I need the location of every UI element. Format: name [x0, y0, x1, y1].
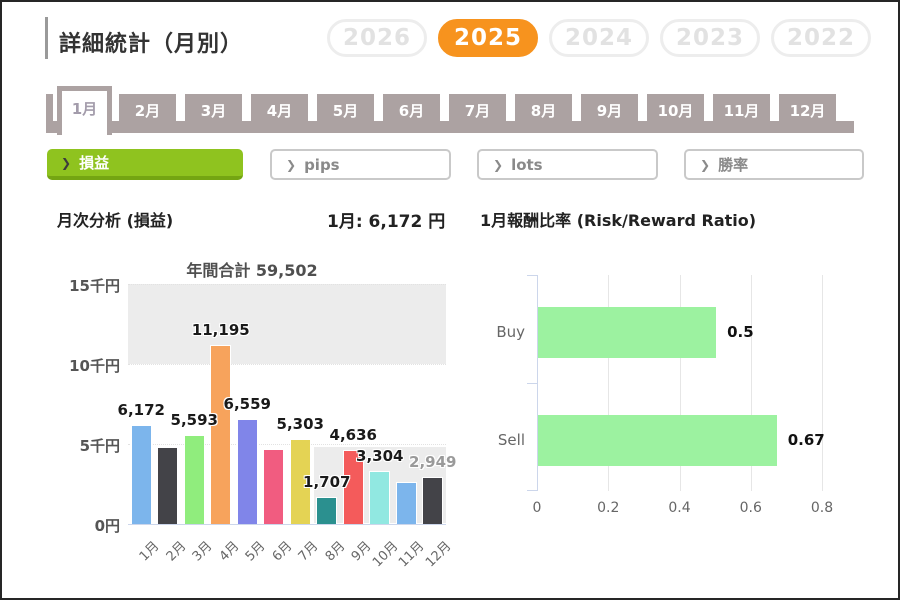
column-bar-month-10[interactable]	[369, 471, 391, 524]
axis-tick	[527, 383, 537, 384]
month-tab-5[interactable]: 5月	[317, 94, 374, 128]
month-tab-7[interactable]: 7月	[449, 94, 506, 128]
month-tab-8[interactable]: 8月	[515, 94, 572, 128]
gridline	[128, 284, 446, 285]
data-label: 4,636	[329, 425, 377, 444]
x-tick-label: 12月	[422, 538, 455, 571]
data-label: 0.5	[727, 323, 754, 341]
year-pill-2022[interactable]: 2022	[771, 19, 871, 57]
year-pill-2026[interactable]: 2026	[327, 19, 427, 57]
plot-band-upper	[128, 284, 446, 364]
column-bar-month-11[interactable]	[395, 482, 417, 524]
filter-label: pips	[304, 155, 340, 174]
column-bar-month-8[interactable]	[316, 496, 338, 524]
y-tick-label: 15千円	[69, 277, 120, 295]
x-tick-label: 8月	[322, 538, 349, 565]
filter-button-pips[interactable]: ❯ pips	[270, 149, 451, 180]
gridline	[750, 275, 752, 491]
chevron-right-icon: ❯	[61, 155, 72, 170]
axis-tick	[527, 275, 537, 276]
month-tab-10[interactable]: 10月	[647, 94, 704, 128]
column-bar-month-4[interactable]	[210, 344, 232, 524]
data-label: 5,303	[276, 415, 324, 434]
data-label: 3,304	[356, 447, 404, 466]
data-label: 1,707	[303, 472, 351, 491]
hbar-sell[interactable]	[538, 414, 777, 466]
x-tick-label: 0.4	[668, 500, 691, 516]
year-pill-2025[interactable]: 2025	[438, 19, 538, 57]
filter-label: lots	[511, 155, 543, 174]
left-chart-heading: 月次分析 (損益)	[57, 211, 174, 230]
year-pill-2024[interactable]: 2024	[549, 19, 649, 57]
x-axis-line	[128, 524, 446, 525]
x-tick-label: 0.8	[810, 500, 834, 516]
right-chart-y-axis-line	[537, 275, 538, 491]
x-tick-label: 4月	[216, 538, 243, 565]
data-label: 6,559	[223, 395, 271, 414]
year-selector: 2026 2025 2024 2023 2022	[327, 19, 871, 57]
month-tab-3[interactable]: 3月	[185, 94, 242, 128]
x-tick-label: 2月	[163, 538, 190, 565]
chevron-right-icon: ❯	[700, 157, 711, 172]
risk-reward-bar-chart: 0 0.2 0.4 0.6 0.8 0.5 Buy 0.67 Sell	[496, 275, 859, 516]
y-tick-label: 10千円	[69, 357, 120, 375]
column-bar-month-7[interactable]	[289, 439, 311, 524]
filter-button-lots[interactable]: ❯ lots	[477, 149, 658, 180]
column-bar-month-5[interactable]	[236, 419, 258, 524]
gridline	[128, 444, 446, 445]
data-label: 0.67	[787, 431, 825, 449]
tab-left-edge	[46, 94, 53, 133]
column-bar-month-12[interactable]	[422, 476, 444, 524]
gridline	[128, 364, 446, 365]
category-label-buy: Buy	[496, 323, 525, 341]
column-bar-month-2[interactable]	[157, 446, 179, 524]
y-tick-label: 5千円	[79, 437, 120, 455]
x-tick-label: 3月	[190, 538, 216, 565]
x-tick-label: 5月	[243, 538, 269, 565]
gridline	[679, 275, 681, 491]
page-title: 詳細統計（月別）	[59, 32, 244, 57]
monthly-bar-chart: 6,172 5,593 11,195 6,559 5,303 1,707 4,636 3,30…	[118, 284, 456, 525]
x-tick-label: 6月	[269, 538, 296, 565]
x-tick-label: 0	[532, 500, 542, 516]
month-tab-9[interactable]: 9月	[581, 94, 638, 128]
data-label: 5,593	[170, 410, 218, 429]
filter-button-winrate[interactable]: ❯ 勝率	[684, 149, 864, 180]
axis-tick	[527, 490, 537, 491]
month-tab-4[interactable]: 4月	[251, 94, 308, 128]
y-tick-label: 0円	[94, 517, 120, 535]
right-chart-heading: 1月報酬比率 (Risk/Reward Ratio)	[480, 211, 757, 230]
year-pill-2023[interactable]: 2023	[660, 19, 760, 57]
data-label: 11,195	[191, 320, 250, 339]
month-tab-11[interactable]: 11月	[713, 94, 770, 128]
x-tick-label: 7月	[296, 538, 322, 565]
annual-total-title: 年間合計 59,502	[186, 261, 318, 280]
chevron-right-icon: ❯	[493, 157, 504, 172]
category-label-sell: Sell	[497, 431, 525, 449]
filter-label: 損益	[79, 154, 110, 172]
x-tick-label: 0.6	[739, 500, 762, 516]
hbar-buy[interactable]	[538, 306, 717, 358]
month-tab-strip: 1月 2月 3月 4月 5月 6月 7月 8月 9月 10月 11月 12月	[46, 84, 854, 136]
column-bar-month-9[interactable]	[342, 449, 364, 524]
month-tab-1[interactable]: 1月	[57, 86, 112, 135]
data-label: 6,172	[117, 401, 165, 420]
x-tick-label: 1月	[137, 538, 163, 565]
gridline	[608, 275, 610, 491]
filter-label: 勝率	[718, 156, 749, 174]
gridline	[822, 275, 823, 491]
column-bar-month-3[interactable]	[183, 434, 205, 524]
selected-month-value: 1月: 6,172 円	[327, 212, 446, 232]
month-tab-6[interactable]: 6月	[383, 94, 440, 128]
column-bar-month-1[interactable]	[130, 425, 152, 524]
month-tab-2[interactable]: 2月	[119, 94, 176, 128]
title-accent-bar	[45, 17, 48, 59]
filter-button-profit[interactable]: ❯ 損益	[47, 149, 243, 180]
data-label: 2,949	[409, 452, 457, 471]
chevron-right-icon: ❯	[286, 157, 297, 172]
month-tab-12[interactable]: 12月	[779, 94, 836, 128]
x-tick-label: 0.2	[597, 500, 620, 516]
column-bar-month-6[interactable]	[263, 449, 285, 524]
